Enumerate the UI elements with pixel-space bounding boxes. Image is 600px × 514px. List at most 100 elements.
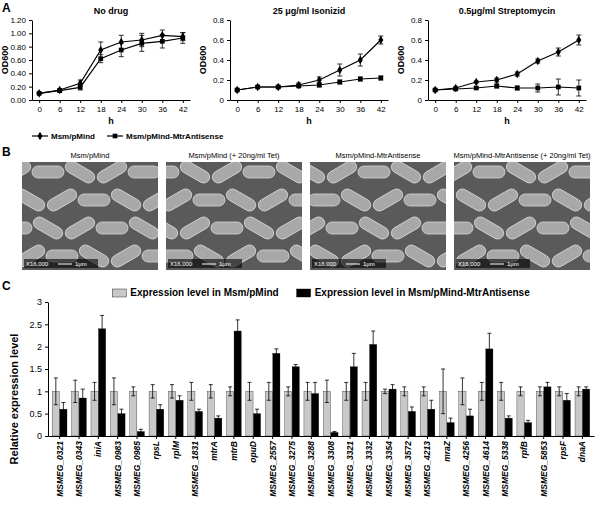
magnification: X16,000 [314,261,337,267]
x-tick-label: rpsF [558,440,568,459]
legend-label: Msm/pMind-MtrAntisense [126,132,224,141]
cell-shape [32,166,64,178]
x-tick: 0 [433,100,438,114]
y-tick: 0.8 [411,16,428,25]
marker [453,84,458,93]
y-tick-mark [425,40,428,41]
y-tick: 0.5 [29,409,48,419]
marker [337,66,342,75]
micrograph: Msm/pMindX16,0001μm [0,151,175,270]
cell-shape [583,250,590,262]
x-tick-mark [272,436,273,439]
x-tick-mark [446,436,447,439]
marker [98,56,103,61]
y-tick-label: 2.5 [29,320,42,330]
marker [296,81,301,90]
x-tick-mark [137,436,138,439]
series [235,76,384,93]
y-tick-mark [29,47,32,48]
cell-shape [289,194,302,206]
x-tick-label: 30 [336,105,345,114]
x-tick-label: 18 [295,105,304,114]
x-tick-label: dnaA [577,441,587,462]
cell-shape [454,222,473,234]
error-bar [371,331,375,358]
y-tick-mark [227,80,230,81]
marker [180,36,185,41]
error-bar [526,420,530,424]
x-axis: 06121824303642 [429,100,587,114]
error-bar [197,409,201,413]
y-tick-mark [45,436,48,437]
error-bar [576,80,581,96]
cell-shape [178,162,212,185]
y-tick: 3 [37,297,48,307]
scale-bar-label: 1μm [219,261,231,267]
x-tick: opuD [248,436,258,463]
x-tick-label: iniA [93,441,103,457]
y-tick: 0.4 [411,56,428,65]
x-tick: 6 [58,100,63,114]
cell-shape [95,162,129,185]
x-tick-mark [183,100,184,103]
x-tick-label: 30 [138,105,147,114]
x-tick-label: 6 [58,105,63,114]
y-tick-label: 2 [37,342,42,352]
cell-shape [454,162,474,185]
x-tick-mark [253,436,254,439]
error-bar [158,405,162,414]
y-tick-label: 1.5 [29,364,42,374]
x-tick-label: MSMEG_1831 [190,441,200,497]
bar [215,418,222,436]
x-tick-label: mraZ [442,440,452,462]
y-tick-mark [425,20,428,21]
x-tick-label: MSMEG_4213 [422,441,432,497]
series-line [435,40,579,90]
x-tick-label: 6 [256,105,261,114]
x-tick-label: MSMEG_5853 [539,441,549,497]
marker [358,77,363,82]
marker [317,83,322,88]
x-tick-label: 36 [158,105,167,114]
error-bar [378,76,383,80]
legend-marker [113,134,118,139]
series [52,391,582,436]
marker [255,85,260,90]
legend-swatch [297,289,311,297]
x-tick-mark [456,100,457,103]
x-tick: iniA [93,436,103,457]
y-tick-label: 0.20 [10,83,26,92]
x-tick: 6 [256,100,261,114]
cell-shape [422,222,446,234]
error-bar [78,85,83,90]
x-tick-mark [59,436,60,439]
error-bar [556,48,561,56]
y-tick-label: 0 [418,96,423,105]
cell-shape [45,187,79,213]
x-tick: rplM [171,436,181,459]
x-tick-mark [39,100,40,103]
x-tick: mraZ [442,436,452,462]
y-axis: 00.20.40.60.8 [213,16,231,105]
marker [535,57,540,66]
x-tick-label: MSMEG_3275 [287,441,297,497]
cell-shape [178,215,212,241]
x-tick-label: 12 [76,105,85,114]
y-tick-mark [425,100,428,101]
error-bar [73,380,77,402]
x-tick-label: MSMEG_0985 [132,441,142,497]
legend: Msm/pMindMsm/pMind-MtrAntisense [32,132,224,141]
scale-bar-label: 1μm [75,261,87,267]
error-bar [468,409,472,422]
line-chart: 00.20.40.60.8061218243036420.5μg/ml Stre… [396,6,587,126]
error-bar [98,55,103,63]
x-tick-label: rplM [171,440,181,459]
y-axis-title: OD600 [198,46,208,75]
x-tick-label: 0 [37,105,42,114]
legend: Expression level in Msm/pMindExpression … [112,287,530,298]
y-tick-label: 0.4 [213,56,225,65]
figure: 0.000.200.400.600.801.001.20061218243036… [0,0,600,514]
cell-shape [128,166,158,178]
x-tick-label: 24 [117,105,126,114]
y-tick-label: 0.80 [10,43,26,52]
